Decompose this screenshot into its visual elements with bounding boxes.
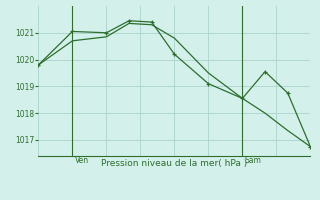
Text: Ven: Ven (75, 156, 89, 165)
X-axis label: Pression niveau de la mer( hPa ): Pression niveau de la mer( hPa ) (101, 159, 248, 168)
Text: Sam: Sam (245, 156, 261, 165)
